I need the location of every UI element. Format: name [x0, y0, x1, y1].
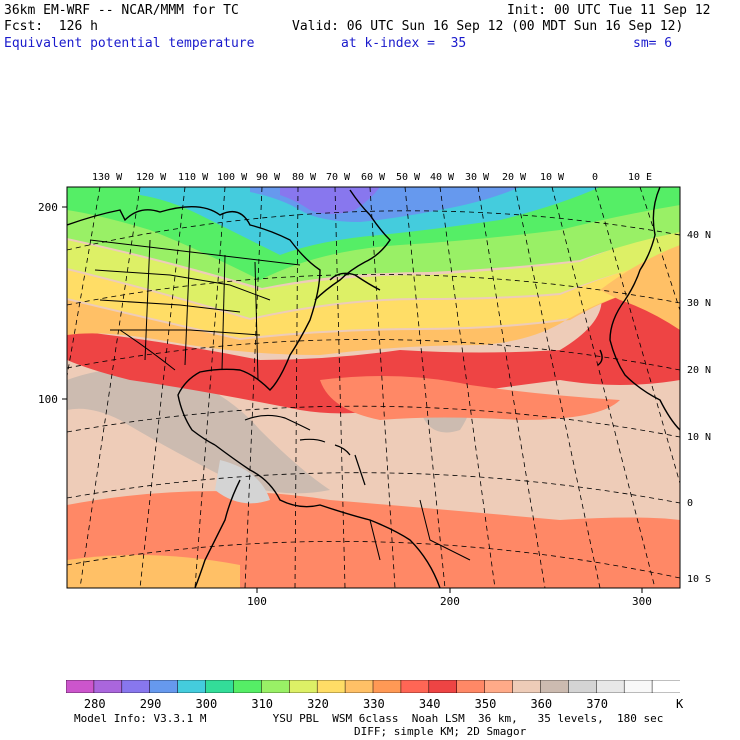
lon-label: 70 W	[326, 172, 351, 183]
colorbar-swatch	[540, 680, 570, 693]
theta-e-gray-area	[67, 368, 330, 494]
political-borders	[89, 239, 471, 561]
valid-time: Valid: 06 UTC Sun 16 Sep 12 (00 MDT Sun …	[292, 19, 684, 34]
field-name: Equivalent potential temperature	[4, 36, 255, 51]
colorbar-label: 350	[474, 697, 497, 711]
grid-labels: 200 100 100 200 300	[38, 201, 652, 608]
lat-label: 0	[687, 498, 693, 509]
grid-ticks	[62, 206, 643, 593]
diffusion-info: DIFF; simple KM; 2D Smagor	[354, 725, 527, 738]
colorbar-swatch	[316, 680, 346, 693]
lon-label: 50 W	[396, 172, 421, 183]
colorbar-swatch	[456, 680, 486, 693]
colorbar-swatch	[428, 680, 458, 693]
lon-label: 90 W	[256, 172, 281, 183]
colorbar-swatch	[66, 680, 95, 693]
lon-label: 100 W	[217, 172, 248, 183]
map-svg: 130 W 120 W 110 W 100 W 90 W 80 W 70 W 6…	[38, 172, 711, 608]
lon-label: 20 W	[502, 172, 527, 183]
colorbar-label: 310	[251, 697, 274, 711]
lat-label: 40 N	[687, 230, 711, 241]
colorbar-swatch	[344, 680, 374, 693]
colorbar-label: 290	[139, 697, 162, 711]
lat-label: 30 N	[687, 298, 711, 309]
colorbar-label: K	[676, 697, 684, 711]
colorbar-swatch	[121, 680, 151, 693]
lat-label: 10 N	[687, 432, 711, 443]
colorbar-swatch	[400, 680, 430, 693]
lon-label: 80 W	[292, 172, 317, 183]
theta-e-violet-zone	[280, 187, 380, 214]
colorbar-swatch	[289, 680, 318, 693]
k-index: at k-index = 35	[341, 36, 467, 51]
lon-label: 130 W	[92, 172, 123, 183]
colorbar-swatch	[205, 680, 235, 693]
map-frame	[66, 186, 681, 589]
lon-label: 110 W	[178, 172, 209, 183]
lat-labels: 40 N 30 N 20 N 10 N 0 10 S	[687, 230, 711, 585]
grid-x-label: 200	[440, 595, 460, 608]
colorbar	[66, 680, 680, 693]
theta-e-south-band-2	[67, 555, 240, 588]
lon-label: 0	[592, 172, 598, 183]
grid-y-label: 200	[38, 201, 58, 214]
latitude-lines	[67, 210, 680, 579]
lon-label: 60 W	[361, 172, 386, 183]
colorbar-swatch	[93, 680, 123, 693]
colorbar-swatch	[596, 680, 625, 693]
colorbar-label: 280	[83, 697, 106, 711]
lon-label: 10 W	[540, 172, 565, 183]
grid-x-label: 100	[247, 595, 267, 608]
colorbar-label: 300	[195, 697, 218, 711]
init-time: Init: 00 UTC Tue 11 Sep 12	[507, 3, 711, 18]
lat-label: 20 N	[687, 365, 711, 376]
coastlines	[67, 187, 680, 588]
smoothing: sm= 6	[633, 36, 673, 51]
lon-label: 40 W	[430, 172, 455, 183]
colorbar-label: 360	[530, 697, 553, 711]
grid-x-label: 300	[632, 595, 652, 608]
colorbar-swatch	[261, 680, 291, 693]
grid-y-label: 100	[38, 393, 58, 406]
colorbar-label: 370	[586, 697, 608, 711]
colorbar-swatch	[512, 680, 542, 693]
theta-e-gray-area-3	[215, 460, 270, 504]
lon-labels: 130 W 120 W 110 W 100 W 90 W 80 W 70 W 6…	[92, 172, 652, 183]
lon-label: 10 E	[628, 172, 652, 183]
theta-e-red-band	[67, 290, 680, 414]
theta-e-cyan-zone	[140, 187, 600, 255]
longitude-lines	[67, 187, 680, 588]
colorbar-swatch	[484, 680, 514, 693]
colorbar-swatch	[623, 680, 653, 693]
theta-e-yellow-zone	[67, 255, 680, 338]
theta-e-orange-zone	[67, 280, 680, 355]
theta-e-africa	[600, 245, 680, 330]
theta-e-lime-zone	[67, 230, 680, 318]
model-info: Model Info: V3.3.1 M YSU PBL WSM 6class …	[74, 712, 664, 725]
model-title: 36km EM-WRF -- NCAR/MMM for TC	[4, 3, 239, 18]
lon-label: 30 W	[465, 172, 490, 183]
map-panel: 130 W 120 W 110 W 100 W 90 W 80 W 70 W 6…	[0, 160, 740, 610]
caribbean-islands	[244, 414, 366, 486]
theta-e-red-band-inner	[320, 376, 620, 420]
colorbar-swatch	[149, 680, 179, 693]
colorbar-swatch	[177, 680, 207, 693]
lon-label: 120 W	[136, 172, 167, 183]
forecast-hour: Fcst: 126 h	[4, 19, 98, 34]
colorbar-swatch	[651, 680, 680, 693]
colorbar-swatch	[372, 680, 402, 693]
map-fields	[67, 187, 680, 588]
colorbar-label: 340	[418, 697, 441, 711]
lat-label: 10 S	[687, 574, 711, 585]
colorbar-label: 330	[363, 697, 385, 711]
colorbar-swatch	[568, 680, 598, 693]
colorbar-label: 320	[307, 697, 329, 711]
colorbar-swatch	[233, 680, 263, 693]
